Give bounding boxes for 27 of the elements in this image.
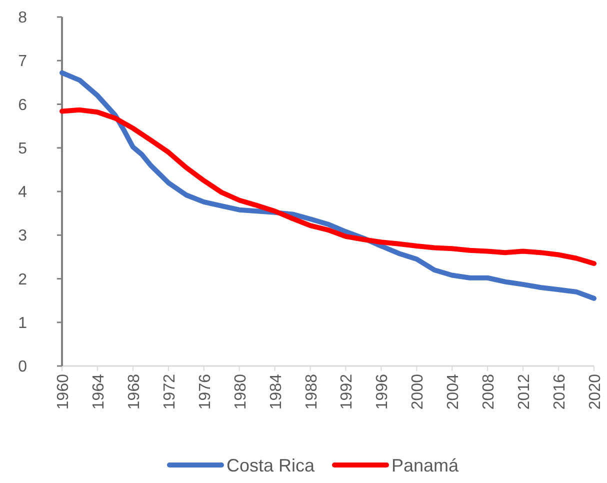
y-tick-label: 6 [18,96,28,114]
y-tick-label: 1 [18,314,28,332]
x-tick-label: 1992 [338,374,356,410]
x-tick-label: 1976 [196,374,214,410]
y-tick-label: 0 [18,358,28,376]
x-tick-label: 2004 [445,374,462,410]
y-tick-label: 8 [18,10,28,27]
y-tick-label: 5 [18,140,28,158]
x-tick-label: 2020 [587,374,604,410]
x-tick-label: 2012 [516,374,534,410]
x-tick-label: 1996 [374,374,392,410]
x-tick-label: 1960 [55,374,72,410]
legend-label: Costa Rica [226,455,316,476]
x-tick-label: 1968 [126,374,143,410]
x-tick-label: 2008 [480,374,498,410]
x-tick-label: 1972 [161,374,178,410]
y-tick-label: 3 [18,228,28,245]
x-tick-label: 2016 [552,374,569,410]
y-tick-label: 2 [18,271,28,288]
x-tick-label: 1988 [303,374,320,410]
y-tick-label: 7 [18,53,28,70]
y-tick-label: 4 [18,184,28,202]
x-tick-label: 1980 [232,374,250,410]
x-tick-label: 2000 [410,374,427,410]
x-tick-label: 1984 [268,374,285,410]
legend-label: Panamá [392,455,460,476]
x-tick-label: 1964 [90,374,108,410]
